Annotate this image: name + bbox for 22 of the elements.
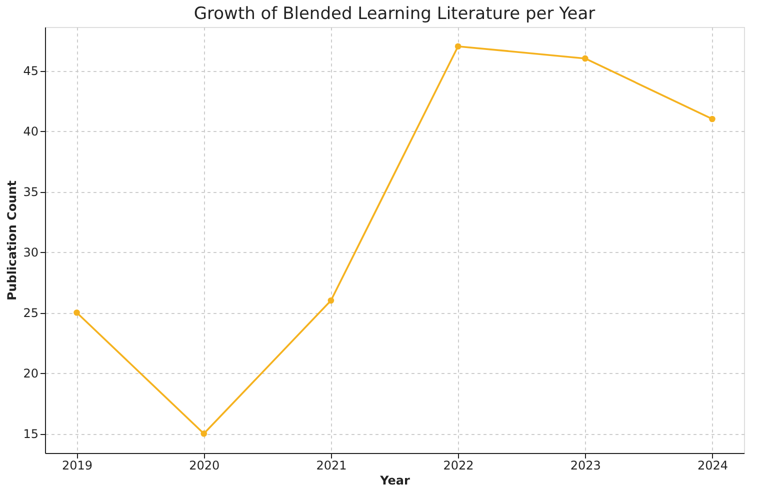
x-tick-label: 2024 bbox=[697, 458, 728, 472]
point bbox=[328, 297, 334, 304]
x-axis-title: Year bbox=[379, 474, 410, 488]
y-tick-label: 15 bbox=[23, 427, 38, 442]
y-axis-title: Publication Count bbox=[5, 180, 20, 301]
x-tick-label: 2023 bbox=[570, 458, 601, 472]
y-tick-label: 30 bbox=[23, 246, 38, 260]
x-tick-label: 2019 bbox=[62, 458, 93, 472]
point bbox=[74, 309, 80, 316]
point bbox=[200, 430, 208, 437]
y-tick-label: 35 bbox=[23, 185, 38, 200]
y-tick-label: 45 bbox=[23, 64, 38, 78]
x-tick-label: 2021 bbox=[316, 458, 347, 472]
y-tick-label: 40 bbox=[23, 124, 38, 139]
x-tick-label: 2022 bbox=[443, 458, 474, 472]
point bbox=[454, 43, 462, 50]
point bbox=[582, 55, 588, 62]
y-tick-label: 25 bbox=[23, 306, 38, 320]
chart-title: Growth of Blended Learning Literature per Year bbox=[194, 4, 596, 24]
point bbox=[709, 116, 716, 122]
x-tick-label: 2020 bbox=[189, 458, 220, 472]
y-tick-label: 20 bbox=[23, 366, 38, 381]
